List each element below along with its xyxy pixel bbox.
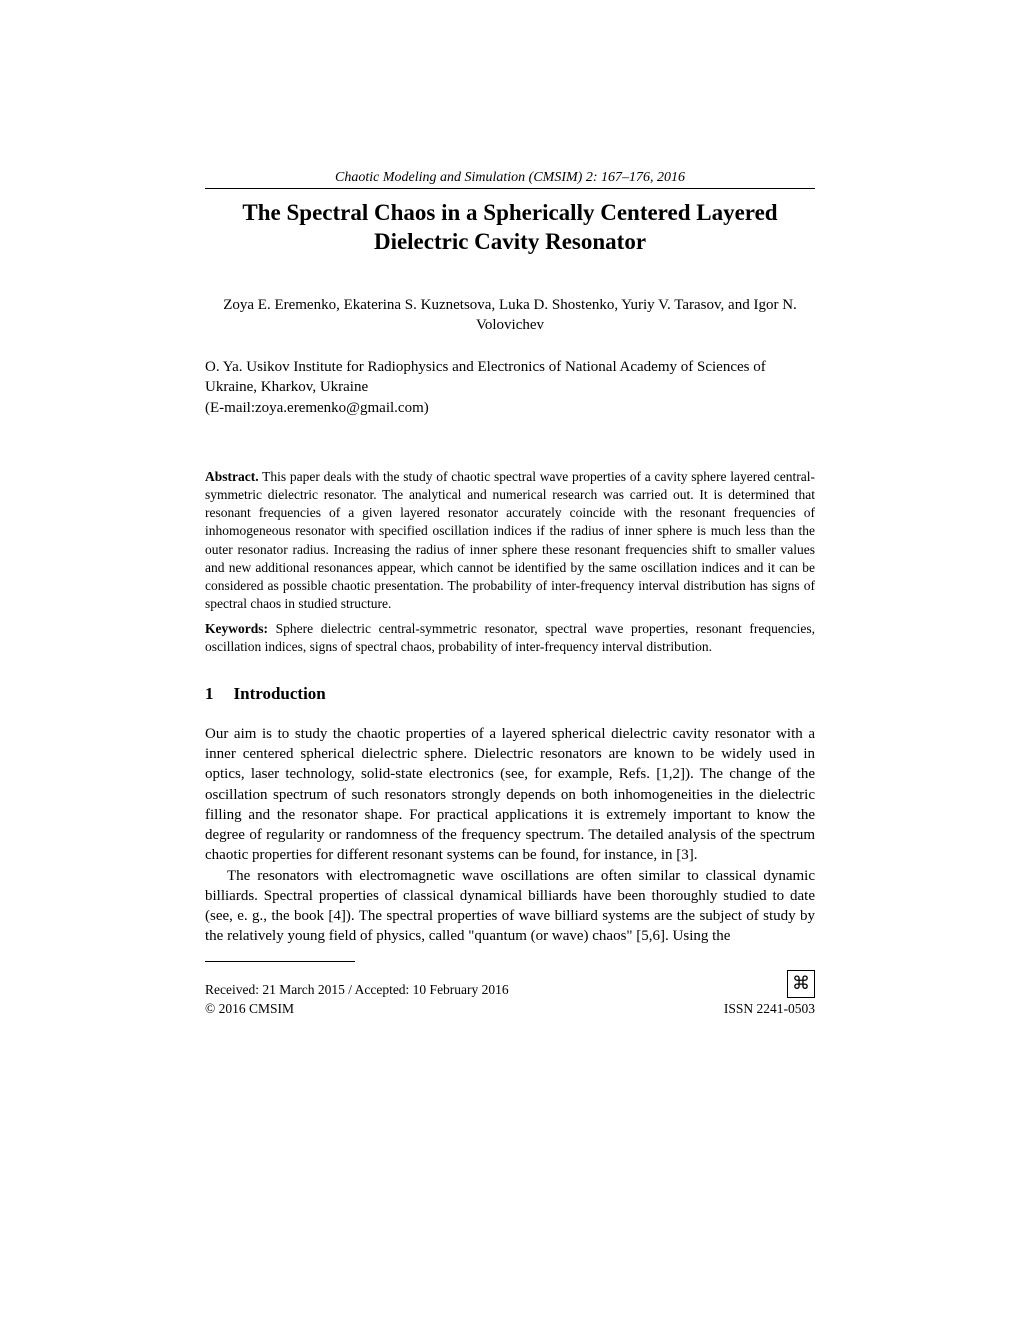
footer-rule (205, 961, 355, 962)
body-paragraph: Our aim is to study the chaotic properti… (205, 724, 815, 866)
paper-title: The Spectral Chaos in a Spherically Cent… (205, 199, 815, 257)
author-list: Zoya E. Eremenko, Ekaterina S. Kuznetsov… (205, 295, 815, 336)
abstract-label: Abstract. (205, 469, 259, 484)
publisher-logo-icon: ⌘ (787, 970, 815, 998)
affiliation: O. Ya. Usikov Institute for Radiophysics… (205, 357, 815, 418)
abstract-text: This paper deals with the study of chaot… (205, 469, 815, 612)
keywords-text: Sphere dielectric central-symmetric reso… (205, 621, 815, 654)
affiliation-institution: O. Ya. Usikov Institute for Radiophysics… (205, 357, 815, 398)
section-number: 1 (205, 684, 214, 704)
journal-header: Chaotic Modeling and Simulation (CMSIM) … (205, 170, 815, 189)
abstract: Abstract. This paper deals with the stud… (205, 468, 815, 614)
section-heading: 1 Introduction (205, 684, 815, 704)
footer-right: ⌘ ISSN 2241-0503 (724, 970, 815, 1019)
page-footer: Received: 21 March 2015 / Accepted: 10 F… (205, 970, 815, 1019)
footer-left: Received: 21 March 2015 / Accepted: 10 F… (205, 981, 509, 1019)
section-title: Introduction (234, 684, 326, 703)
footer-received: Received: 21 March 2015 / Accepted: 10 F… (205, 981, 509, 1000)
keywords: Keywords: Sphere dielectric central-symm… (205, 620, 815, 656)
footer-copyright: © 2016 CMSIM (205, 1000, 509, 1019)
affiliation-email: (E-mail:zoya.eremenko@gmail.com) (205, 398, 815, 418)
body-paragraph: The resonators with electromagnetic wave… (205, 866, 815, 947)
keywords-label: Keywords: (205, 621, 268, 636)
footer-issn: ISSN 2241-0503 (724, 1000, 815, 1019)
